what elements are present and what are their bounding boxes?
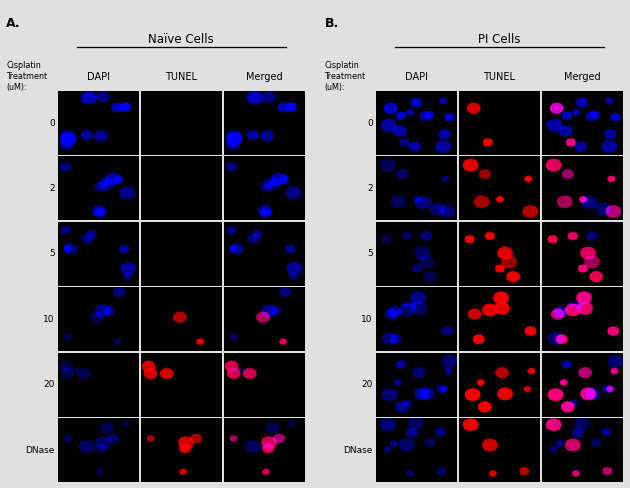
Text: A.: A. — [6, 17, 21, 30]
Text: 2: 2 — [49, 184, 55, 193]
Text: 0: 0 — [49, 119, 55, 127]
Text: 0: 0 — [367, 119, 373, 127]
Text: TUNEL: TUNEL — [165, 72, 197, 82]
Text: 20: 20 — [362, 381, 373, 389]
Text: Cisplatin
Treatment
(uM):: Cisplatin Treatment (uM): — [6, 61, 47, 92]
Text: 20: 20 — [43, 381, 55, 389]
Text: 5: 5 — [49, 249, 55, 259]
Text: Cisplatin
Treatment
(uM):: Cisplatin Treatment (uM): — [324, 61, 365, 92]
Text: DNase: DNase — [343, 446, 373, 455]
Text: B.: B. — [324, 17, 339, 30]
Text: TUNEL: TUNEL — [483, 72, 515, 82]
Text: Naïve Cells: Naïve Cells — [149, 33, 214, 46]
Text: PI Cells: PI Cells — [478, 33, 521, 46]
Text: DNase: DNase — [25, 446, 55, 455]
Text: DAPI: DAPI — [405, 72, 428, 82]
Text: 2: 2 — [367, 184, 373, 193]
Text: Merged: Merged — [564, 72, 600, 82]
Text: 10: 10 — [43, 315, 55, 324]
Text: 5: 5 — [367, 249, 373, 259]
Text: 10: 10 — [361, 315, 373, 324]
Text: Merged: Merged — [246, 72, 282, 82]
Text: DAPI: DAPI — [87, 72, 110, 82]
